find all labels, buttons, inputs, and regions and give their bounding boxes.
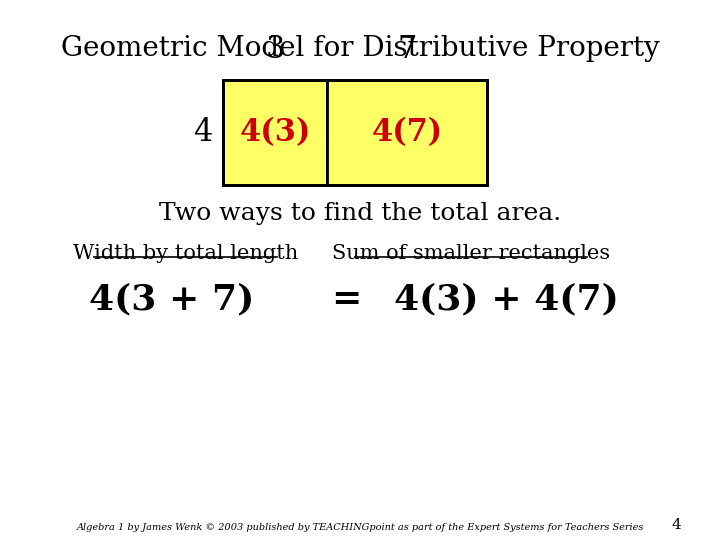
Bar bbox=[223, 80, 487, 185]
Text: Algebra 1 by James Wenk © 2003 published by TEACHINGpoint as part of the Expert : Algebra 1 by James Wenk © 2003 published… bbox=[76, 523, 644, 532]
Text: 4(3) + 4(7): 4(3) + 4(7) bbox=[394, 282, 618, 316]
Text: 4: 4 bbox=[671, 518, 680, 532]
Text: Sum of smaller rectangles: Sum of smaller rectangles bbox=[332, 244, 611, 263]
Text: 4(7): 4(7) bbox=[372, 117, 443, 148]
Text: 3: 3 bbox=[266, 34, 285, 65]
Text: Width by total length: Width by total length bbox=[73, 244, 298, 263]
Text: 4: 4 bbox=[193, 117, 212, 148]
Bar bbox=[223, 80, 327, 185]
Text: Two ways to find the total area.: Two ways to find the total area. bbox=[159, 202, 561, 225]
Text: Geometric Model for Distributive Property: Geometric Model for Distributive Propert… bbox=[60, 35, 660, 62]
Text: =: = bbox=[330, 282, 361, 316]
Text: 7: 7 bbox=[397, 34, 417, 65]
Bar bbox=[327, 80, 487, 185]
Text: 4(3): 4(3) bbox=[240, 117, 311, 148]
Text: 4(3 + 7): 4(3 + 7) bbox=[89, 282, 254, 316]
